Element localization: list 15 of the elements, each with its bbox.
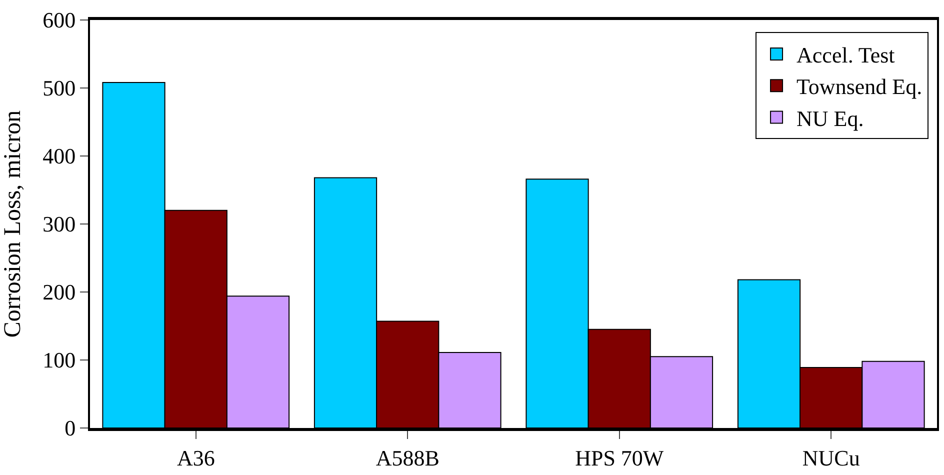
legend-label: NU Eq. [796,106,864,131]
x-tick-label: A36 [176,445,215,470]
y-tick-label: 100 [42,348,76,373]
y-tick-label: 300 [42,212,76,237]
y-tick-label: 500 [42,76,76,101]
legend-label: Accel. Test [796,42,895,68]
x-tick-label: NUCu [802,445,860,470]
y-tick-label: 0 [64,416,76,441]
legend-label: Townsend Eq. [796,74,922,100]
y-tick-label: 400 [42,144,76,169]
x-tick-label: HPS 70W [575,445,664,470]
y-tick-label: 200 [42,280,76,305]
y-axis-title: Corrosion Loss, micron [0,110,26,338]
x-tick-label: A588B [376,445,440,470]
y-tick-label: 600 [42,8,76,33]
